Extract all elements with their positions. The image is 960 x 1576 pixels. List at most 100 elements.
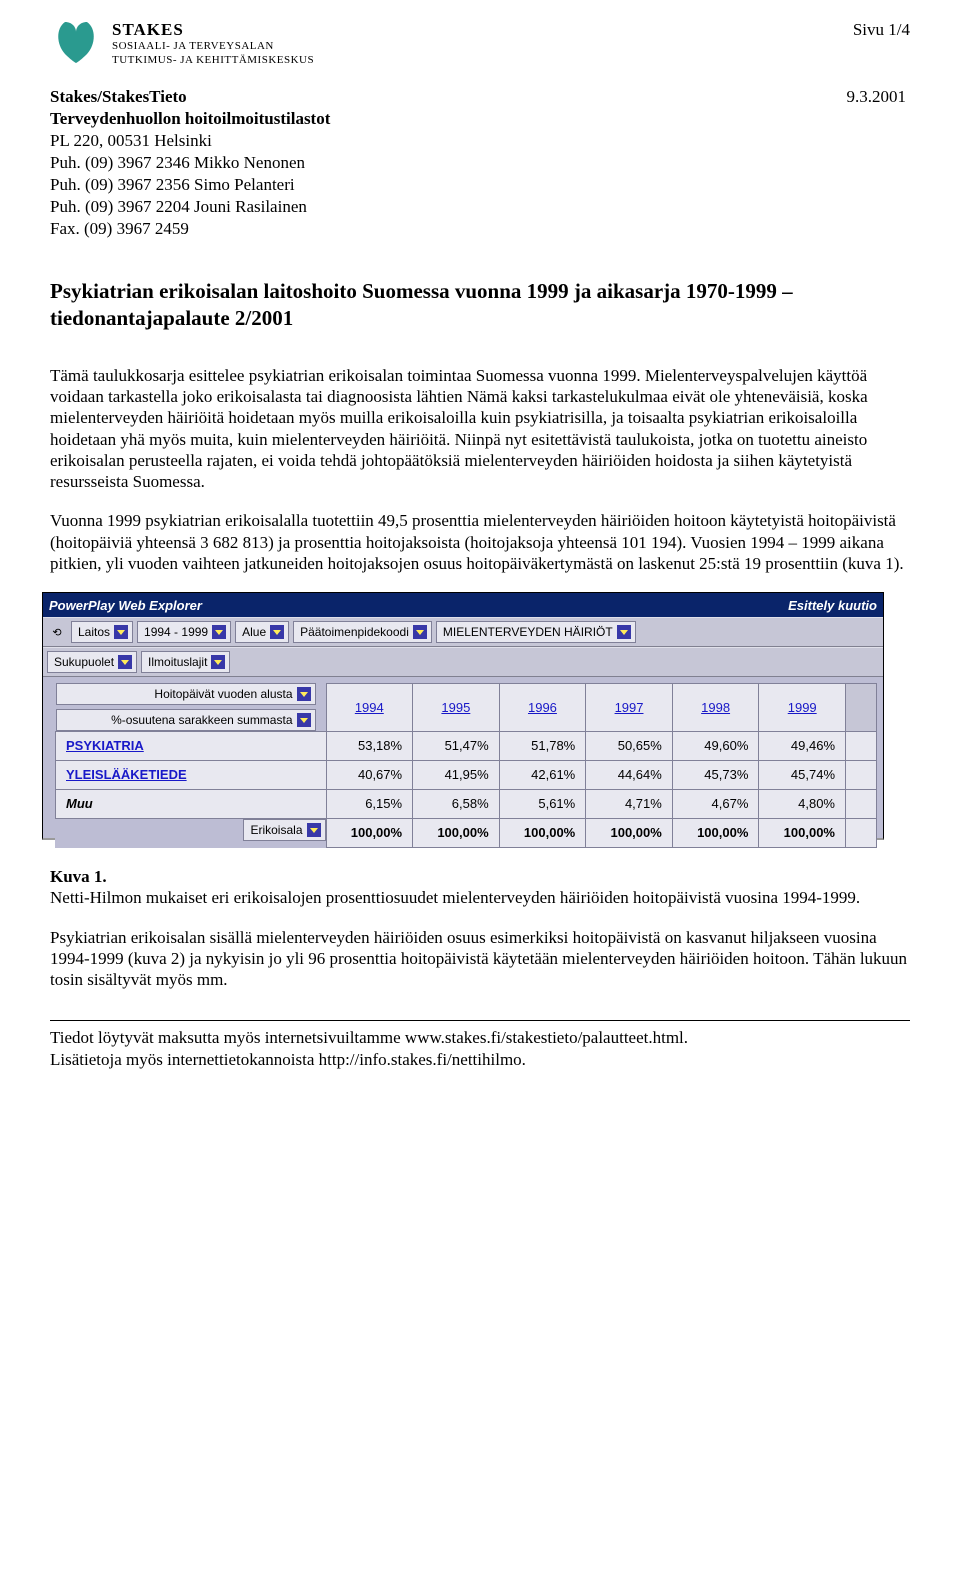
dimension-label: Hoitopäivät vuoden alusta — [63, 687, 293, 701]
dropdown-arrow-icon[interactable] — [212, 625, 226, 639]
col-header-year[interactable]: 1996 — [499, 683, 586, 732]
org-sub1: SOSIAALI- JA TERVEYSALAN — [112, 40, 853, 54]
dimension-erikoisala[interactable]: Erikoisala — [243, 819, 325, 841]
dimension-r1-3[interactable]: Päätoimenpidekoodi — [293, 621, 432, 643]
dimension-label: 1994 - 1999 — [144, 625, 208, 639]
table-cell: 45,73% — [672, 760, 759, 789]
dimension-r1-1[interactable]: 1994 - 1999 — [137, 621, 231, 643]
dropdown-arrow-icon[interactable] — [270, 625, 284, 639]
source-title: Stakes/StakesTieto — [50, 86, 847, 108]
table-cell: 51,78% — [499, 732, 586, 761]
powerplay-titlebar: PowerPlay Web Explorer Esittely kuutio — [43, 593, 883, 617]
footer-line1: Tiedot löytyvät maksutta myös internetsi… — [50, 1027, 910, 1049]
col-scroll-edge — [846, 789, 877, 818]
col-scroll-edge — [846, 683, 877, 732]
dimension-label: Alue — [242, 625, 266, 639]
dropdown-arrow-icon[interactable] — [307, 823, 321, 837]
total-cell: 100,00% — [586, 818, 673, 847]
col-header-year[interactable]: 1998 — [672, 683, 759, 732]
footer-divider — [50, 1020, 910, 1021]
dropdown-arrow-icon[interactable] — [297, 713, 311, 727]
row-axis-dim-1[interactable]: %-osuutena sarakkeen summasta — [56, 709, 316, 731]
caption-label: Kuva 1. — [50, 867, 107, 886]
table-cell: 5,61% — [499, 789, 586, 818]
powerplay-window: PowerPlay Web Explorer Esittely kuutio ⟲… — [42, 592, 884, 840]
org-name: STAKES — [112, 20, 853, 40]
nav-back-icon[interactable]: ⟲ — [47, 622, 67, 642]
table-row: PSYKIATRIA53,18%51,47%51,78%50,65%49,60%… — [56, 732, 877, 761]
table-cell: 51,47% — [413, 732, 500, 761]
table-cell: 6,58% — [413, 789, 500, 818]
powerplay-row-axis: Hoitopäivät vuoden alusta %-osuutena sara… — [56, 683, 316, 731]
dimension-r2-1[interactable]: Ilmoituslajit — [141, 651, 230, 673]
org-sub2: TUTKIMUS- JA KEHITTÄMISKESKUS — [112, 54, 853, 68]
source-line5: Puh. (09) 3967 2356 Simo Pelanteri — [50, 174, 910, 196]
dimension-r1-0[interactable]: Laitos — [71, 621, 133, 643]
table-row: YLEISLÄÄKETIEDE40,67%41,95%42,61%44,64%4… — [56, 760, 877, 789]
powerplay-content: Hoitopäivät vuoden alusta %-osuutena sara… — [43, 677, 883, 838]
total-cell: 100,00% — [759, 818, 846, 847]
dimension-label: MIELENTERVEYDEN HÄIRIÖT — [443, 625, 613, 639]
dropdown-arrow-icon[interactable] — [297, 687, 311, 701]
table-cell: 4,80% — [759, 789, 846, 818]
source-line6: Puh. (09) 3967 2204 Jouni Rasilainen — [50, 196, 910, 218]
col-scroll-edge — [846, 760, 877, 789]
col-scroll-edge — [846, 818, 877, 847]
dimension-label: %-osuutena sarakkeen summasta — [63, 713, 293, 727]
col-scroll-edge — [846, 732, 877, 761]
caption-text: Netti-Hilmon mukaiset eri erikoisalojen … — [50, 888, 860, 907]
powerplay-toolbar-row1: ⟲ Laitos 1994 - 1999 Alue Päätoimenpidek… — [43, 617, 883, 647]
source-line4: Puh. (09) 3967 2346 Mikko Nenonen — [50, 152, 910, 174]
table-cell: 49,46% — [759, 732, 846, 761]
dropdown-arrow-icon[interactable] — [617, 625, 631, 639]
dropdown-arrow-icon[interactable] — [413, 625, 427, 639]
page: STAKES SOSIAALI- JA TERVEYSALAN TUTKIMUS… — [0, 0, 960, 1101]
table-cell: 42,61% — [499, 760, 586, 789]
dimension-r1-2[interactable]: Alue — [235, 621, 289, 643]
org-block: STAKES SOSIAALI- JA TERVEYSALAN TUTKIMUS… — [112, 20, 853, 68]
table-cell: 49,60% — [672, 732, 759, 761]
total-cell: 100,00% — [672, 818, 759, 847]
paragraph-1: Tämä taulukkosarja esittelee psykiatrian… — [50, 365, 910, 493]
dimension-r1-4[interactable]: MIELENTERVEYDEN HÄIRIÖT — [436, 621, 636, 643]
footer-line2: Lisätietoja myös internettietokannoista … — [50, 1049, 910, 1071]
dimension-label: Sukupuolet — [54, 655, 114, 669]
powerplay-toolbar-row2: Sukupuolet Ilmoituslajit — [43, 647, 883, 677]
table-cell: 4,67% — [672, 789, 759, 818]
col-header-year[interactable]: 1994 — [326, 683, 413, 732]
table-cell: 50,65% — [586, 732, 673, 761]
source-block: Stakes/StakesTieto 9.3.2001 Terveydenhuo… — [50, 86, 910, 241]
page-number: Sivu 1/4 — [853, 20, 910, 40]
dimension-erikoisala-label: Erikoisala — [250, 823, 302, 837]
powerplay-table: Hoitopäivät vuoden alusta %-osuutena sara… — [55, 683, 877, 848]
table-cell: 53,18% — [326, 732, 413, 761]
dropdown-arrow-icon[interactable] — [211, 655, 225, 669]
source-line2: Terveydenhuollon hoitoilmoitustilastot — [50, 108, 910, 130]
dimension-r2-0[interactable]: Sukupuolet — [47, 651, 137, 673]
dropdown-arrow-icon[interactable] — [118, 655, 132, 669]
row-header[interactable]: PSYKIATRIA — [56, 732, 327, 761]
dropdown-arrow-icon[interactable] — [114, 625, 128, 639]
row-header[interactable]: Muu — [56, 789, 327, 818]
document-date: 9.3.2001 — [847, 86, 911, 108]
row-axis-dim-0[interactable]: Hoitopäivät vuoden alusta — [56, 683, 316, 705]
dimension-label: Ilmoituslajit — [148, 655, 207, 669]
col-header-year[interactable]: 1995 — [413, 683, 500, 732]
source-line3: PL 220, 00531 Helsinki — [50, 130, 910, 152]
header-block: STAKES SOSIAALI- JA TERVEYSALAN TUTKIMUS… — [50, 20, 910, 68]
figure-caption: Kuva 1. Netti-Hilmon mukaiset eri erikoi… — [50, 866, 910, 909]
table-cell: 4,71% — [586, 789, 673, 818]
dimension-label: Laitos — [78, 625, 110, 639]
total-cell: 100,00% — [499, 818, 586, 847]
row-header[interactable]: YLEISLÄÄKETIEDE — [56, 760, 327, 789]
powerplay-app-name: PowerPlay Web Explorer — [49, 598, 788, 613]
table-cell: 44,64% — [586, 760, 673, 789]
dimension-label: Päätoimenpidekoodi — [300, 625, 409, 639]
col-header-year[interactable]: 1999 — [759, 683, 846, 732]
paragraph-3: Psykiatrian erikoisalan sisällä mielente… — [50, 927, 910, 991]
total-cell: 100,00% — [413, 818, 500, 847]
table-cell: 40,67% — [326, 760, 413, 789]
col-header-year[interactable]: 1997 — [586, 683, 673, 732]
table-cell: 6,15% — [326, 789, 413, 818]
total-cell: 100,00% — [326, 818, 413, 847]
